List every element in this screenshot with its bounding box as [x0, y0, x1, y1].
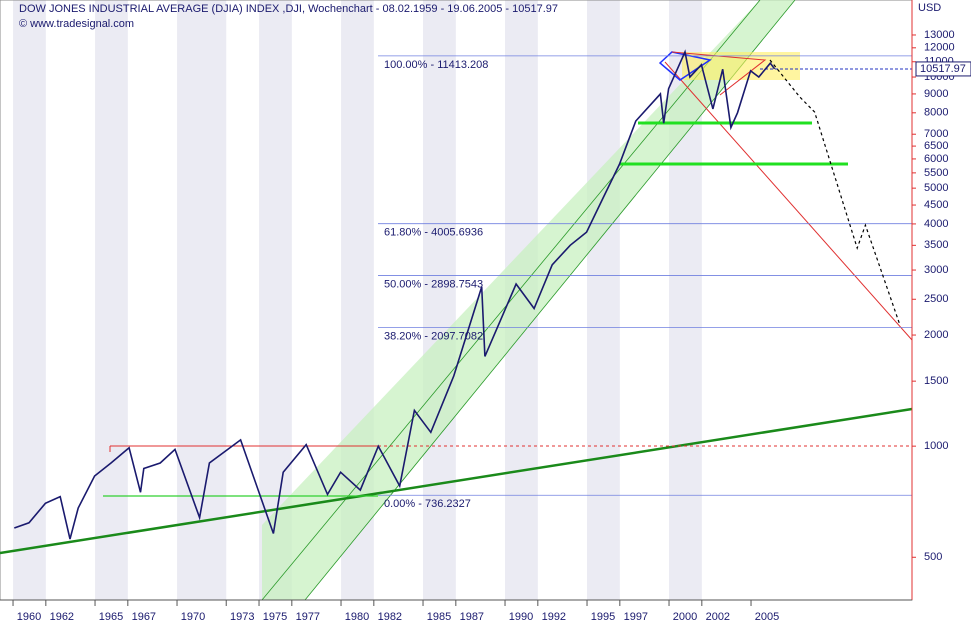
y-tick-label: 13000 [924, 29, 955, 41]
y-tick-label: 5000 [924, 182, 948, 194]
stripe [95, 0, 128, 600]
y-tick-label: 5500 [924, 167, 948, 179]
y-tick-label: 8000 [924, 107, 948, 119]
x-tick-label: 1992 [542, 611, 566, 623]
stripes [13, 0, 702, 600]
y-tick-label: 7000 [924, 128, 948, 140]
stripe [587, 0, 620, 600]
forecast-line [769, 59, 901, 326]
y-tick-label: 2500 [924, 293, 948, 305]
data-layer: 100.00% - 11413.208 61.80% - 4005.6936 50.… [14, 49, 912, 540]
x-tick-label: 1975 [263, 611, 287, 623]
x-tick-label: 2000 [673, 611, 697, 623]
x-tick-label: 1967 [132, 611, 156, 623]
y-tick-label: 4500 [924, 199, 948, 211]
x-tick-label: 2005 [755, 611, 779, 623]
y-tick-label: 6500 [924, 140, 948, 152]
channel-line [261, 0, 761, 601]
fib-label: 61.80% - 4005.6936 [384, 227, 483, 239]
fib-label: 38.20% - 2097.7082 [384, 330, 483, 342]
x-tick-label: 1960 [17, 611, 41, 623]
y-tick-label: 500 [924, 551, 942, 563]
y-tick-label: 12000 [924, 42, 955, 54]
last-price-label: 10517.97 [920, 63, 966, 75]
x-tick-label: 1997 [624, 611, 648, 623]
y-unit: USD [918, 2, 941, 14]
last-price-box [915, 61, 971, 77]
stripe [177, 0, 227, 600]
price-line [14, 49, 776, 540]
support-line [0, 407, 913, 555]
fib-label: 100.00% - 11413.208 [384, 59, 488, 71]
pattern [671, 51, 767, 96]
x-tick-label: 1987 [460, 611, 484, 623]
y-tick-label: 9000 [924, 88, 948, 100]
x-tick-label: 1995 [591, 611, 615, 623]
x-tick-label: 1985 [427, 611, 451, 623]
stripe [423, 0, 456, 600]
y-tick-label: 1500 [924, 375, 948, 387]
y-tick-label: 1000 [924, 440, 948, 452]
chart-title: DOW JONES INDUSTRIAL AVERAGE (DJIA) INDE… [19, 3, 558, 15]
x-tick-label: 1990 [509, 611, 533, 623]
y-tick-label: 6000 [924, 153, 948, 165]
x-tick-label: 1977 [296, 611, 320, 623]
x-tick-label: 1980 [345, 611, 369, 623]
x-tick-label: 1973 [230, 611, 254, 623]
stripe [13, 0, 46, 600]
chart-subtitle: © www.tradesignal.com [19, 18, 134, 30]
x-tick-label: 2002 [706, 611, 730, 623]
fib-label: 0.00% - 736.2327 [384, 498, 471, 510]
fib-label: 50.00% - 2898.7543 [384, 278, 483, 290]
y-tick-label: 4000 [924, 218, 948, 230]
y-tick-label: 3000 [924, 264, 948, 276]
x-tick-label: 1970 [181, 611, 205, 623]
channel-line [304, 0, 796, 601]
x-tick-label: 1965 [99, 611, 123, 623]
x-tick-label: 1962 [50, 611, 74, 623]
down-trend [664, 61, 913, 341]
x-tick-label: 1982 [378, 611, 402, 623]
y-tick-label: 3500 [924, 239, 948, 251]
y-tick-label: 2000 [924, 329, 948, 341]
